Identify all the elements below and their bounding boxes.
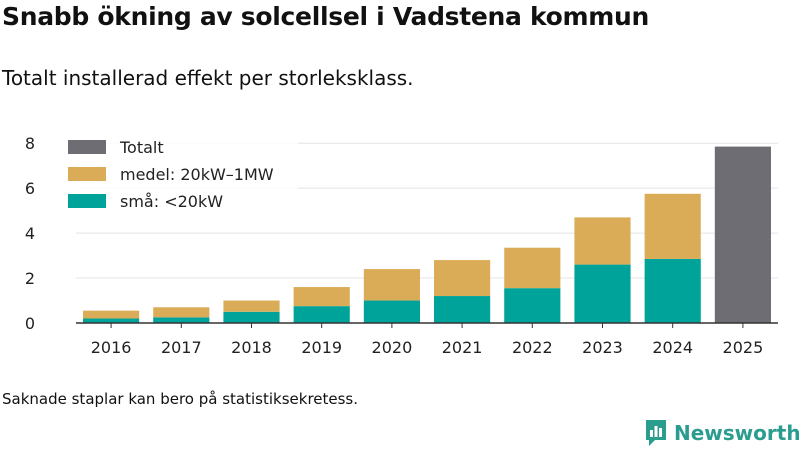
x-tick-label: 2025 [723,338,764,357]
y-tick-label: 6 [25,179,35,198]
y-tick-label: 4 [25,224,35,243]
bar-segment [714,146,771,323]
bar-segment [504,288,561,323]
y-tick-label: 0 [25,314,35,333]
x-tick-label: 2018 [231,338,272,357]
x-tick-label: 2017 [161,338,202,357]
legend-label: små: <20kW [120,192,223,211]
y-tick-label: 2 [25,269,35,288]
bar-segment [83,310,140,319]
bar-segment [223,311,280,323]
footnote: Saknade staplar kan bero på statistiksek… [2,390,359,408]
bar-segment [363,300,420,323]
brand-name: Newsworthy [674,421,800,445]
x-tick-label: 2022 [512,338,553,357]
legend-swatch [68,140,106,154]
x-tick-label: 2016 [91,338,132,357]
x-tick-label: 2019 [301,338,342,357]
chart-subtitle: Totalt installerad effekt per storlekskl… [2,66,414,90]
bar-segment [223,300,280,312]
x-tick-label: 2023 [582,338,623,357]
legend-label: Totalt [119,138,164,157]
chart-title: Snabb ökning av solcellsel i Vadstena ko… [2,2,650,31]
bar-segment [293,287,350,307]
legend-swatch [68,194,106,208]
x-tick-label: 2020 [372,338,413,357]
bar-segment [293,306,350,323]
bar-segment [574,217,631,265]
bar-segment [644,258,701,323]
bar-segment [153,317,210,323]
bar-segment [83,318,140,323]
stacked-bar-chart: 0 2 4 6 8 2016 2017 2018 2019 2020 2021 2022 2023 202… [25,134,778,357]
legend-label: medel: 20kW–1MW [120,165,274,184]
bar-segment [644,193,701,259]
newsworthy-logo-icon [646,420,666,446]
bar-segment [574,264,631,323]
bar-segment [363,269,420,301]
x-tick-label: 2021 [442,338,483,357]
legend-swatch [68,167,106,181]
x-tick-label: 2024 [652,338,693,357]
bar-segment [153,307,210,318]
bar-segment [504,247,561,289]
bar-segment [434,296,491,323]
brand-logo: Newsworthy [644,418,800,448]
y-tick-label: 8 [25,134,35,153]
bar-segment [434,260,491,297]
